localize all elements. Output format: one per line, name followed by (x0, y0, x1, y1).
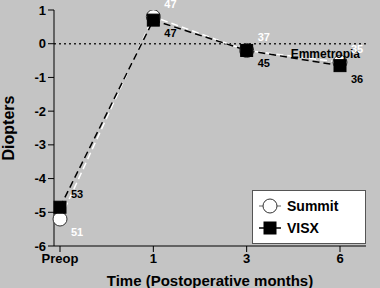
svg-text:Emmetropia: Emmetropia (291, 47, 361, 61)
svg-text:Time (Postoperative months): Time (Postoperative months) (107, 272, 313, 288)
svg-text:-6: -6 (34, 239, 46, 254)
svg-text:Diopters: Diopters (8, 95, 17, 160)
svg-text:36: 36 (351, 73, 363, 85)
svg-text:6: 6 (336, 251, 343, 266)
svg-text:-2: -2 (34, 104, 46, 119)
svg-text:-3: -3 (34, 137, 46, 152)
svg-text:51: 51 (71, 226, 83, 238)
svg-text:53: 53 (71, 188, 83, 200)
svg-text:-5: -5 (34, 205, 46, 220)
svg-text:1: 1 (150, 251, 157, 266)
svg-text:0: 0 (39, 36, 46, 51)
svg-text:-1: -1 (34, 70, 46, 85)
svg-text:-4: -4 (34, 171, 46, 186)
svg-text:1: 1 (39, 3, 46, 18)
svg-text:47: 47 (164, 0, 176, 10)
svg-text:47: 47 (164, 27, 176, 39)
html-text:VISX: VISX (287, 220, 319, 236)
svg-text:37: 37 (258, 31, 270, 43)
svg-text:Preop: Preop (42, 251, 79, 266)
svg-text:3: 3 (243, 251, 250, 266)
svg-text:35: 35 (351, 43, 363, 55)
svg-text:45: 45 (258, 57, 270, 69)
html-text:Summit: Summit (287, 198, 339, 214)
